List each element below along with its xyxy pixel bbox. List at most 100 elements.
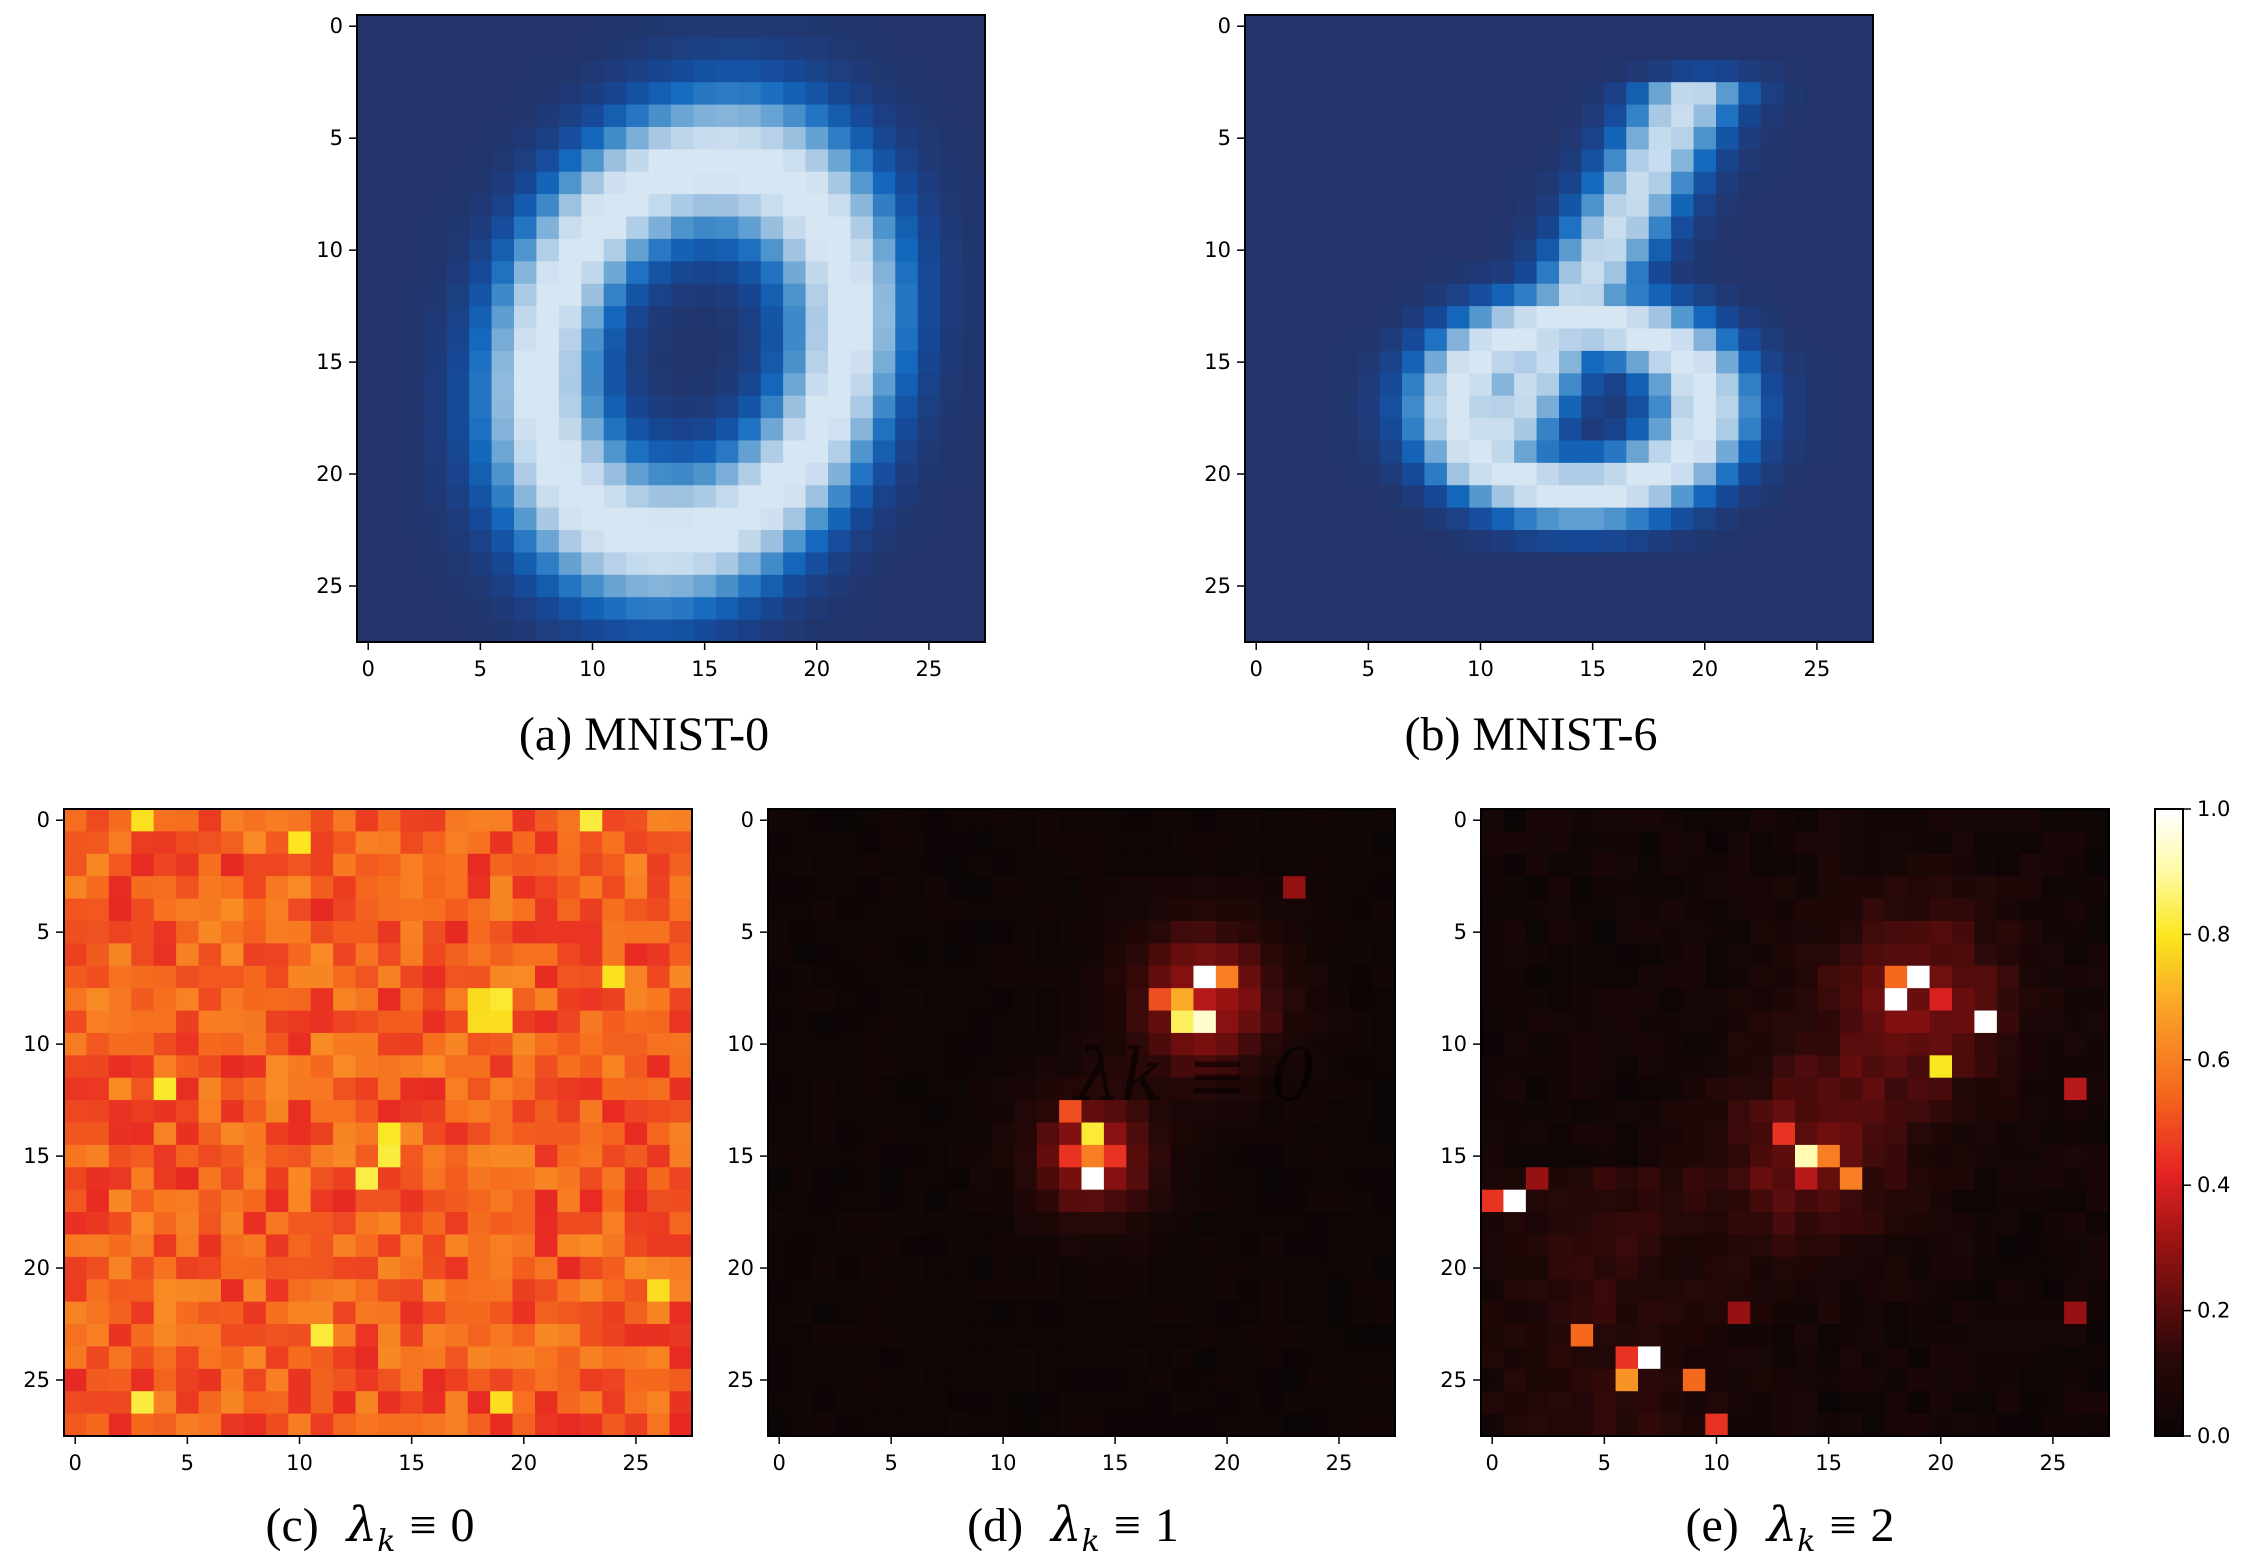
heatmap-cell: [760, 59, 784, 83]
heatmap-cell: [1570, 1346, 1594, 1370]
heatmap-cell: [558, 440, 582, 464]
heatmap-cell: [333, 809, 357, 832]
heatmap-cell: [1548, 988, 1572, 1012]
heatmap-cell: [760, 373, 784, 397]
heatmap-cell: [64, 1189, 88, 1213]
heatmap-cell: [1215, 965, 1239, 989]
heatmap-cell: [738, 350, 762, 374]
heatmap-cell: [221, 1077, 245, 1101]
y-tick-label: 0: [330, 14, 343, 38]
heatmap-cell: [805, 530, 829, 554]
heatmap-cell: [357, 104, 381, 128]
heatmap-cell: [872, 619, 896, 643]
heatmap-cell: [422, 1279, 446, 1303]
heatmap-cell: [1536, 350, 1560, 374]
heatmap-cell: [1738, 418, 1762, 442]
heatmap-cell: [1171, 1301, 1195, 1325]
heatmap-cell: [153, 1256, 177, 1280]
heatmap-cell: [536, 440, 560, 464]
heatmap-cell: [1839, 1256, 1863, 1280]
colorbar-swatch: [2155, 1357, 2183, 1364]
heatmap-cell: [1929, 1256, 1953, 1280]
heatmap-cell: [357, 306, 381, 330]
heatmap-cell: [1481, 1167, 1505, 1191]
heatmap-cell: [1469, 283, 1493, 307]
colorbar-swatch: [2155, 939, 2183, 946]
heatmap-cell: [1907, 1368, 1931, 1392]
heatmap-cell: [805, 82, 829, 106]
heatmap-cell: [1402, 530, 1426, 554]
heatmap-cell: [1996, 1413, 2020, 1437]
heatmap-cell: [1481, 1144, 1505, 1168]
heatmap-cell: [1727, 1032, 1751, 1056]
heatmap-cell: [514, 306, 538, 330]
heatmap-cell: [1481, 1032, 1505, 1056]
heatmap-cell: [445, 876, 469, 900]
heatmap-cell: [1491, 104, 1515, 128]
heatmap-cell: [1245, 15, 1269, 38]
heatmap-cell: [1648, 283, 1672, 307]
heatmap-cell: [1952, 876, 1976, 900]
heatmap-cell: [2086, 1122, 2110, 1146]
heatmap-cell: [557, 1346, 581, 1370]
heatmap-cell: [768, 965, 791, 989]
colorbar-swatch: [2155, 871, 2183, 878]
heatmap-cell: [812, 1077, 836, 1101]
heatmap-cell: [558, 238, 582, 262]
heatmap-cell: [378, 1189, 402, 1213]
heatmap-cell: [1305, 1413, 1329, 1437]
heatmap-cell: [850, 440, 874, 464]
heatmap-cell: [1481, 1256, 1505, 1280]
heatmap-cell: [1215, 1391, 1239, 1415]
heatmap-cell: [1850, 373, 1874, 397]
heatmap-cell: [991, 1324, 1015, 1348]
heatmap-cell: [1952, 1368, 1976, 1392]
heatmap-cell: [924, 1368, 948, 1392]
heatmap-cell: [1059, 1010, 1083, 1034]
heatmap-cell: [1446, 485, 1470, 509]
heatmap-cell: [768, 943, 791, 967]
heatmap-cell: [969, 1010, 993, 1034]
heatmap-cell: [1260, 1413, 1284, 1437]
heatmap-cell: [1795, 1100, 1819, 1124]
heatmap-cell: [1350, 1212, 1374, 1236]
heatmap-cell: [1372, 1144, 1396, 1168]
heatmap-cell: [579, 943, 603, 967]
heatmap-cell: [603, 216, 627, 240]
heatmap-cell: [265, 1368, 289, 1392]
heatmap-cell: [1402, 37, 1426, 61]
heatmap-cell: [579, 1368, 603, 1392]
heatmap-cell: [1148, 1301, 1172, 1325]
heatmap-cell: [1514, 59, 1538, 83]
heatmap-cell: [265, 1010, 289, 1034]
heatmap-cell: [1148, 1413, 1172, 1437]
heatmap-cell: [879, 853, 903, 877]
heatmap-cell: [1862, 1279, 1886, 1303]
heatmap-cell: [648, 104, 672, 128]
heatmap-cell: [917, 418, 941, 442]
heatmap-cell: [357, 149, 381, 173]
heatmap-cell: [491, 261, 515, 285]
heatmap-cell: [1081, 1324, 1105, 1348]
heatmap-cell: [872, 104, 896, 128]
heatmap-cell: [1267, 126, 1291, 150]
heatmap-cell: [1014, 1167, 1038, 1191]
heatmap-cell: [243, 943, 267, 967]
heatmap-cell: [2041, 1301, 2065, 1325]
heatmap-cell: [715, 306, 739, 330]
heatmap-cell: [1312, 462, 1336, 486]
heatmap-cell: [850, 552, 874, 576]
heatmap-cell: [288, 809, 312, 832]
heatmap-cell: [1260, 920, 1284, 944]
heatmap-cell: [1884, 1055, 1908, 1079]
heatmap-cell: [602, 1077, 626, 1101]
heatmap-cell: [333, 1055, 357, 1079]
heatmap-cell: [1795, 831, 1819, 855]
heatmap-cell: [1996, 943, 2020, 967]
heatmap-cell: [1795, 1212, 1819, 1236]
heatmap-cell: [446, 530, 470, 554]
x-tick-label: 10: [1467, 657, 1494, 681]
heatmap-cell: [491, 149, 515, 173]
heatmap-cell: [490, 920, 514, 944]
heatmap-cell: [1334, 238, 1358, 262]
